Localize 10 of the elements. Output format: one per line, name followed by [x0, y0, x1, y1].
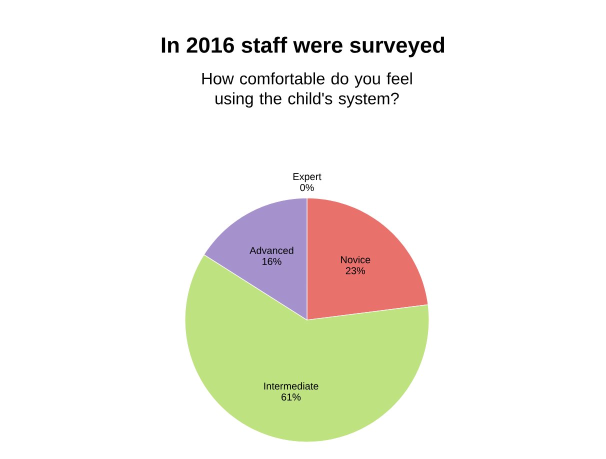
slice-label: Novice — [341, 256, 370, 264]
slice-label: Intermediate — [264, 382, 318, 390]
text: 0% — [300, 184, 314, 192]
data-label: 16% — [262, 258, 282, 265]
chart-title: In 2016 staff were surveyed — [162, 36, 444, 58]
category-label: Expert — [293, 173, 322, 182]
data-label: 23% — [346, 267, 366, 274]
chart-subtitle: How comfortable do you feel using the child's system? — [202, 72, 412, 108]
slice-label: Advanced — [250, 246, 294, 254]
data-label: 61% — [282, 394, 301, 401]
